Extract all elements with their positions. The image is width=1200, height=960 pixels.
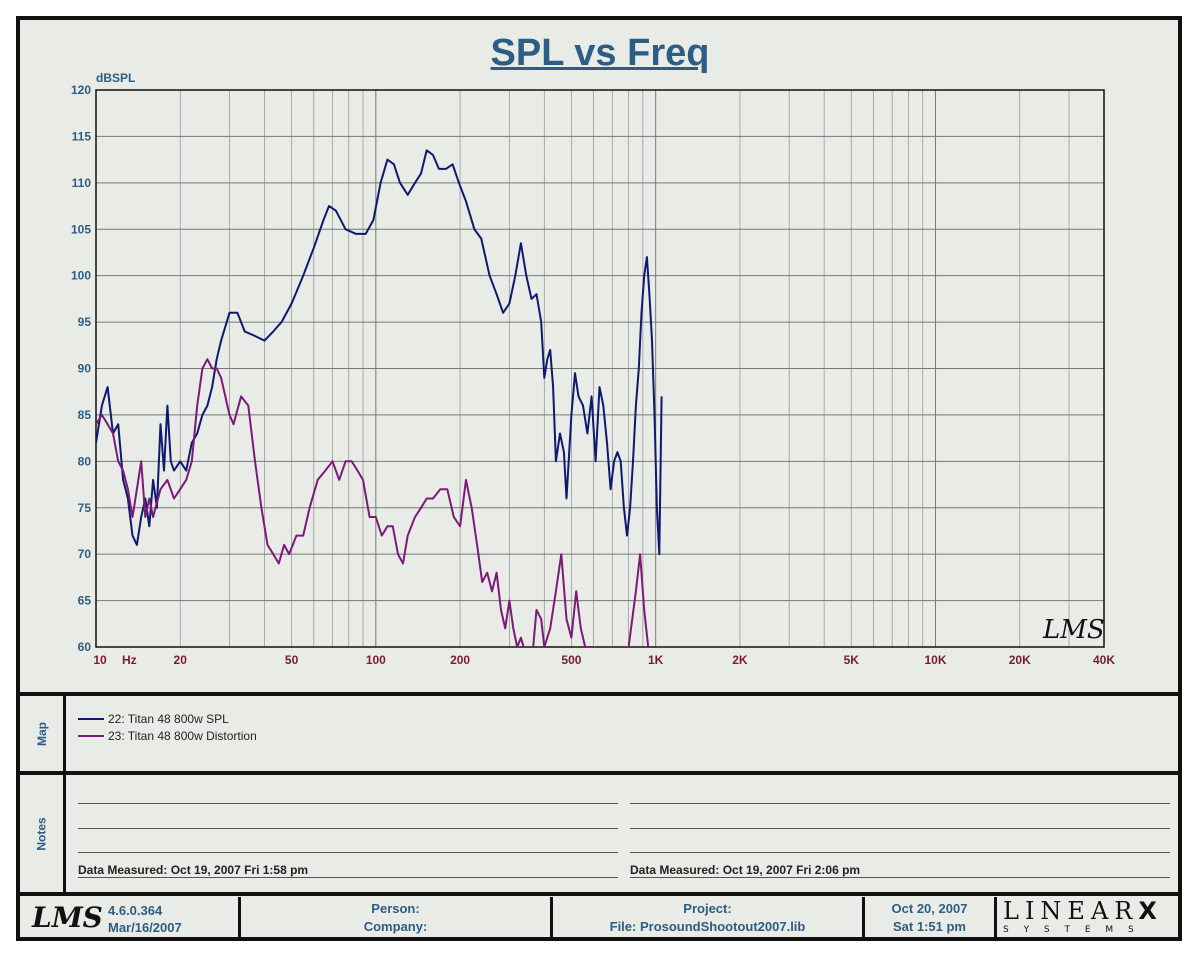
y-tick-label: 115 — [72, 129, 92, 143]
footer-project-cell: Project: File: ProsoundShootout2007.lib — [553, 897, 865, 939]
x-tick-label: 200 — [450, 653, 470, 667]
plot-border — [95, 89, 1105, 648]
x-unit-label: Hz — [122, 653, 137, 667]
linear-x: X — [1138, 897, 1163, 925]
file-label: File: ProsoundShootout2007.lib — [609, 919, 806, 934]
footer-person-cell: Person: Company: — [241, 897, 553, 939]
y-tick-label: 80 — [78, 454, 92, 468]
project-label: Project: — [683, 901, 732, 916]
separator — [16, 692, 1182, 696]
legend-swatch-distortion — [78, 734, 104, 737]
x-tick-label: 50 — [285, 653, 299, 667]
note-line — [630, 877, 1170, 878]
company-label: Company: — [363, 919, 428, 934]
legend-swatch-spl — [78, 717, 104, 720]
y-tick-label: 90 — [78, 362, 92, 376]
x-tick-label: 100 — [366, 653, 386, 667]
note-line — [78, 877, 618, 878]
y-tick-label: 95 — [78, 315, 92, 329]
chart-frame — [16, 16, 1182, 941]
lms-watermark: LMS — [1042, 615, 1105, 645]
note-line — [630, 852, 1170, 853]
version-text: 4.6.0.364 — [108, 903, 163, 918]
note-line — [78, 803, 618, 804]
x-tick-labels: 10 20 50 100 200 500 1K 2K 5K 10K 20K 40K — [93, 653, 1115, 667]
y-tick-label: 105 — [71, 222, 91, 236]
y-tick-label: 110 — [72, 176, 92, 190]
note-line — [630, 803, 1170, 804]
linearx-logo: LINEARX S Y S T E M S — [1003, 899, 1173, 937]
x-tick-label: 10 — [93, 653, 107, 667]
note-line — [78, 828, 618, 829]
systems-text: S Y S T E M S — [1003, 925, 1140, 935]
y-tick-label: 60 — [78, 640, 92, 654]
footer-date: Oct 20, 2007 — [891, 901, 968, 916]
version-date: Mar/16/2007 — [108, 920, 182, 935]
y-tick-label: 75 — [78, 501, 92, 515]
legend: 22: Titan 48 800w SPL 23: Titan 48 800w … — [78, 710, 257, 744]
y-tick-labels: 60 65 70 75 80 85 90 95 100 105 110 115 120 — [71, 83, 91, 654]
legend-item-spl: 22: Titan 48 800w SPL — [78, 710, 257, 727]
x-tick-label: 500 — [561, 653, 581, 667]
x-tick-label: 20 — [174, 653, 188, 667]
note-line — [78, 852, 618, 853]
y-tick-label: 120 — [71, 83, 91, 97]
map-panel-label: Map — [20, 696, 66, 772]
x-tick-label: 10K — [925, 653, 947, 667]
linear-text: LINEAR — [1003, 897, 1139, 925]
x-tick-label: 20K — [1009, 653, 1031, 667]
series-lines — [96, 149, 663, 647]
separator — [16, 892, 1182, 896]
series-line-spl — [96, 149, 663, 556]
legend-item-distortion: 23: Titan 48 800w Distortion — [78, 727, 257, 744]
note-line — [630, 828, 1170, 829]
person-label: Person: — [371, 901, 420, 916]
x-tick-label: 1K — [648, 653, 664, 667]
grid-lines — [95, 89, 1105, 648]
x-tick-label: 40K — [1093, 653, 1115, 667]
right-measured-text: Data Measured: Oct 19, 2007 Fri 2:06 pm — [630, 863, 861, 877]
x-tick-label: 5K — [844, 653, 860, 667]
left-measured-text: Data Measured: Oct 19, 2007 Fri 1:58 pm — [78, 863, 309, 877]
notes-panel-label: Notes — [20, 775, 66, 893]
footer-version-cell: LMS 4.6.0.364 Mar/16/2007 — [20, 897, 241, 939]
y-tick-label: 65 — [78, 594, 92, 608]
y-tick-label: 100 — [71, 269, 91, 283]
y-tick-label: 85 — [78, 408, 92, 422]
lms-logo: LMS — [32, 901, 103, 934]
x-tick-label: 2K — [732, 653, 748, 667]
separator — [16, 771, 1182, 775]
series-line-distortion — [96, 358, 650, 647]
chart-title: SPL vs Freq — [490, 32, 710, 74]
y-axis-label: dBSPL — [96, 71, 135, 85]
y-tick-label: 70 — [78, 547, 92, 561]
footer-date-cell: Oct 20, 2007 Sat 1:51 pm — [865, 897, 997, 939]
footer-time: Sat 1:51 pm — [893, 919, 966, 934]
